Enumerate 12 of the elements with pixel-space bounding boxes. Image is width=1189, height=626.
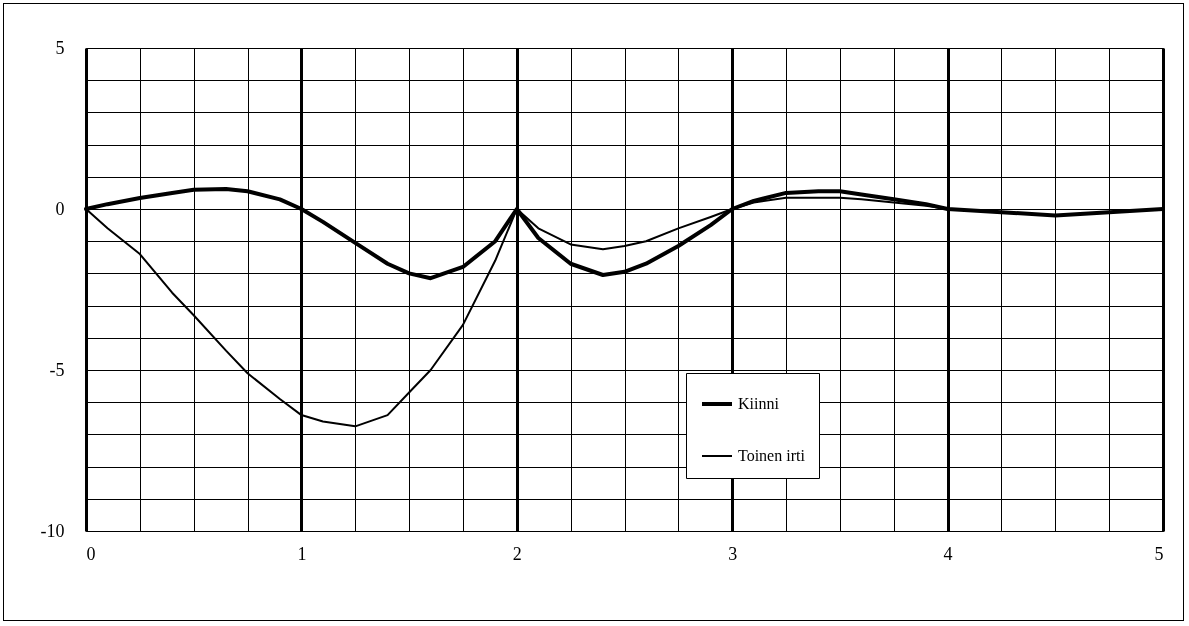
x-tick-label: 0 <box>86 543 96 564</box>
x-tick-label: 5 <box>1154 543 1164 564</box>
x-tick-label: 1 <box>297 543 307 564</box>
x-tick-label: 3 <box>728 543 738 564</box>
legend-label: Kiinni <box>738 395 780 412</box>
y-tick-label: 5 <box>55 37 65 58</box>
y-tick-label: -10 <box>40 520 65 541</box>
y-tick-label: 0 <box>55 198 65 219</box>
x-tick-label: 4 <box>943 543 953 564</box>
x-tick-label: 2 <box>512 543 522 564</box>
legend-label: Toinen irti <box>738 447 806 464</box>
y-tick-label: -5 <box>49 359 65 380</box>
